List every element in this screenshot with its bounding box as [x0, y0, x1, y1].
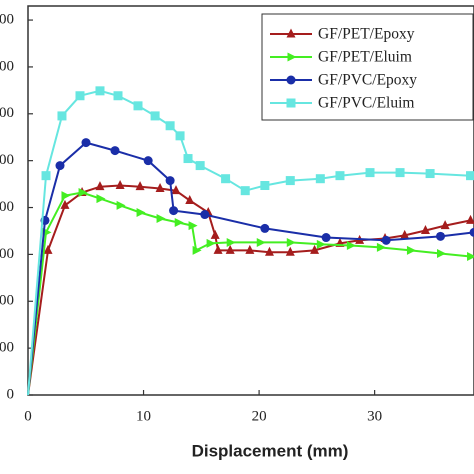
marker	[169, 206, 179, 216]
marker	[436, 248, 446, 258]
marker	[200, 210, 210, 220]
marker	[156, 214, 166, 224]
marker	[60, 199, 70, 209]
legend-label: GF/PET/Epoxy	[318, 26, 415, 43]
marker	[395, 168, 405, 178]
series-line	[27, 191, 471, 396]
marker	[466, 214, 474, 224]
marker	[406, 245, 416, 255]
marker	[155, 183, 165, 193]
marker	[133, 101, 143, 111]
marker	[192, 245, 202, 255]
marker	[165, 176, 175, 186]
legend-label: GF/PET/Eluim	[318, 49, 412, 66]
marker	[226, 237, 236, 247]
marker	[195, 161, 205, 171]
marker	[286, 98, 296, 108]
marker	[245, 244, 255, 254]
marker	[183, 154, 193, 164]
marker	[57, 111, 67, 121]
y-tick-label: 800	[0, 199, 14, 215]
marker	[335, 171, 345, 181]
marker	[95, 181, 105, 191]
marker	[435, 231, 445, 241]
y-tick-label: 200	[0, 340, 14, 356]
marker	[321, 233, 331, 243]
legend-label: GF/PVC/Eluim	[318, 95, 414, 112]
marker	[185, 195, 195, 204]
series-line	[27, 184, 471, 396]
marker	[174, 218, 184, 228]
marker	[286, 75, 296, 85]
x-tick-label: 20	[252, 408, 267, 424]
marker	[260, 223, 270, 233]
marker	[466, 171, 474, 181]
marker	[469, 227, 474, 237]
legend-label: GF/PVC/Epoxy	[318, 72, 417, 89]
marker	[256, 237, 266, 247]
marker	[310, 244, 320, 254]
marker	[136, 207, 146, 217]
marker	[287, 52, 297, 62]
x-axis-title: Displacement (mm)	[192, 441, 349, 460]
marker	[264, 246, 274, 256]
marker	[206, 238, 216, 248]
x-tick-label: 10	[136, 408, 151, 424]
marker	[240, 186, 250, 196]
marker	[376, 242, 386, 252]
marker	[61, 191, 71, 201]
marker	[113, 91, 123, 101]
marker	[96, 194, 106, 204]
marker	[286, 237, 296, 247]
marker	[381, 235, 391, 245]
y-tick-label: 0	[7, 386, 15, 402]
marker	[285, 176, 295, 186]
marker	[365, 168, 375, 178]
marker	[143, 156, 153, 166]
marker	[316, 239, 326, 249]
marker	[115, 180, 125, 190]
marker	[221, 174, 231, 184]
marker	[286, 28, 296, 38]
marker	[150, 111, 160, 121]
marker	[135, 181, 145, 191]
y-tick-label: 600	[0, 246, 14, 262]
marker	[78, 188, 88, 198]
marker	[175, 131, 185, 141]
marker	[55, 161, 65, 171]
marker	[210, 229, 220, 239]
marker	[420, 224, 430, 234]
marker	[225, 244, 235, 254]
marker	[425, 169, 435, 179]
marker	[165, 121, 175, 131]
marker	[188, 221, 198, 231]
marker	[116, 200, 126, 210]
marker	[95, 86, 105, 96]
y-tick-label: 1000	[0, 152, 14, 168]
x-tick-label: 0	[24, 408, 32, 424]
marker	[171, 185, 181, 195]
marker	[346, 240, 356, 250]
marker	[213, 244, 223, 254]
series-line	[27, 89, 471, 396]
marker	[81, 138, 91, 148]
marker	[440, 220, 450, 230]
y-tick-label: 1200	[0, 105, 14, 121]
marker	[285, 246, 295, 256]
series-line	[27, 141, 474, 396]
marker	[110, 146, 120, 156]
marker	[75, 91, 85, 101]
marker	[260, 181, 270, 191]
y-tick-label: 1400	[0, 58, 14, 74]
plot-frame	[27, 5, 474, 396]
marker	[400, 229, 410, 239]
marker	[315, 174, 325, 184]
x-tick-label: 30	[367, 408, 382, 424]
marker	[43, 244, 53, 254]
y-tick-label: 400	[0, 293, 14, 309]
marker	[467, 252, 474, 262]
marker	[41, 171, 51, 181]
y-tick-label: 1600	[0, 11, 14, 27]
